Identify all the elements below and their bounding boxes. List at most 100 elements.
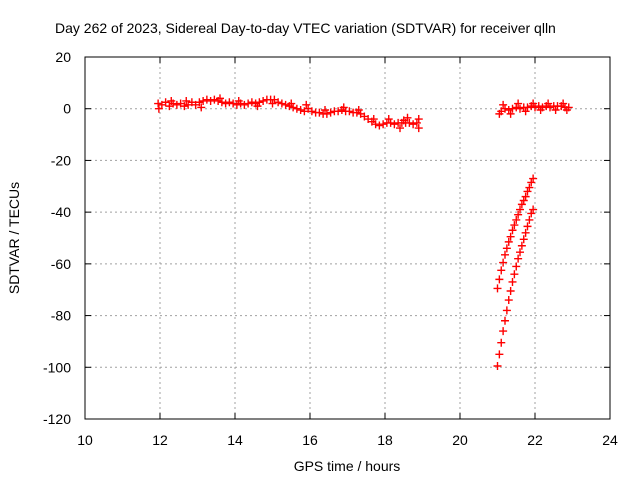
data-point <box>514 254 523 263</box>
data-point <box>414 124 423 133</box>
data-point <box>197 103 206 112</box>
data-point <box>529 99 538 108</box>
data-point <box>274 98 283 107</box>
data-point <box>527 209 536 218</box>
y-tick-label: -120 <box>43 411 71 427</box>
data-point <box>525 183 534 192</box>
data-point <box>195 98 204 107</box>
data-point <box>512 262 521 271</box>
data-points <box>154 94 573 370</box>
data-point <box>199 96 208 105</box>
data-point <box>217 98 226 107</box>
data-point <box>512 215 521 224</box>
data-point <box>161 98 170 107</box>
data-point <box>345 107 354 116</box>
data-point <box>315 108 324 117</box>
data-point <box>544 99 553 108</box>
data-point <box>504 237 513 246</box>
data-point <box>531 103 539 112</box>
data-point <box>167 96 176 105</box>
data-point <box>510 270 519 279</box>
data-point <box>562 106 571 115</box>
data-point <box>210 95 219 104</box>
y-tick-label: -80 <box>51 308 71 324</box>
data-point <box>307 107 316 116</box>
data-point <box>371 120 380 129</box>
data-point <box>206 96 215 105</box>
data-point <box>259 96 268 105</box>
data-point <box>517 200 526 209</box>
data-point <box>292 104 301 113</box>
x-axis-label: GPS time / hours <box>294 458 401 474</box>
x-tick-label: 14 <box>227 432 243 448</box>
data-point <box>396 124 404 133</box>
data-point <box>234 96 243 105</box>
y-axis-label: SDTVAR / TECUs <box>6 182 22 294</box>
data-point <box>390 120 399 129</box>
data-point <box>334 107 343 116</box>
x-tick-label: 24 <box>602 432 618 448</box>
data-point <box>154 99 163 108</box>
data-point <box>399 116 408 125</box>
data-point <box>154 104 163 113</box>
data-point <box>508 226 517 235</box>
data-point <box>202 95 211 104</box>
tick-marks <box>84 56 611 420</box>
data-point <box>369 115 378 124</box>
data-point <box>521 228 530 237</box>
data-point <box>521 192 530 201</box>
data-point <box>180 102 189 111</box>
data-point <box>527 178 536 187</box>
data-point <box>495 275 504 284</box>
x-tick-label: 18 <box>377 432 393 448</box>
data-point <box>296 106 305 115</box>
chart-title: Day 262 of 2023, Sidereal Day-to-day VTE… <box>55 20 556 36</box>
data-point <box>405 118 414 127</box>
data-point <box>506 232 515 241</box>
data-point <box>551 106 560 115</box>
data-point <box>225 98 234 107</box>
grid-lines <box>85 57 610 419</box>
x-tick-label: 12 <box>152 432 168 448</box>
data-point <box>521 107 530 116</box>
data-point <box>221 99 230 108</box>
x-tick-label: 20 <box>452 432 468 448</box>
data-point <box>409 120 418 129</box>
data-point <box>497 266 506 275</box>
data-point <box>386 118 395 127</box>
x-tick-label: 22 <box>527 432 543 448</box>
data-point <box>508 277 517 286</box>
data-point <box>326 108 335 117</box>
data-point <box>281 100 290 109</box>
data-point <box>244 99 253 108</box>
data-point <box>504 106 513 115</box>
data-point <box>559 99 568 108</box>
plot-frame <box>84 56 611 420</box>
data-point <box>519 196 528 205</box>
x-tick-label: 16 <box>302 432 318 448</box>
data-point <box>517 241 526 250</box>
data-point <box>247 98 256 107</box>
data-point <box>534 102 543 111</box>
data-point <box>516 248 524 257</box>
data-point <box>523 187 532 196</box>
data-point <box>232 100 241 109</box>
data-point <box>501 104 509 113</box>
data-point <box>499 327 508 336</box>
data-point <box>514 210 523 219</box>
y-tick-label: -100 <box>43 359 71 375</box>
data-point <box>523 103 532 112</box>
data-point <box>493 284 502 293</box>
y-tick-label: 20 <box>55 49 71 65</box>
data-point <box>514 99 523 108</box>
y-tick-label: 0 <box>63 101 71 117</box>
data-point <box>240 100 249 109</box>
data-point <box>287 99 296 108</box>
data-point <box>216 94 224 103</box>
data-point <box>268 99 277 108</box>
data-point <box>510 221 519 230</box>
data-point <box>277 99 286 108</box>
data-point <box>525 215 534 224</box>
data-point <box>519 235 528 244</box>
